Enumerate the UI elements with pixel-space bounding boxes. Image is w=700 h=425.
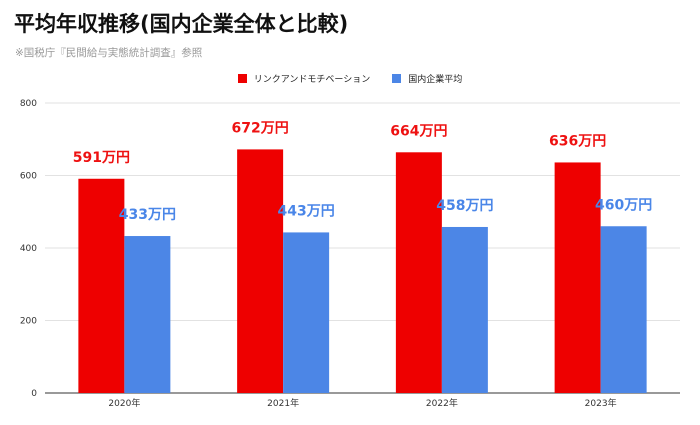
bar-series-2 bbox=[600, 226, 647, 393]
legend-swatch-series-1 bbox=[237, 74, 247, 83]
legend-item-series-2: 国内企業平均 bbox=[392, 72, 462, 85]
y-tick-label: 0 bbox=[31, 389, 37, 399]
data-label-series-2: 460万円 bbox=[595, 197, 652, 213]
y-tick-label: 800 bbox=[20, 99, 37, 109]
bar-series-2 bbox=[124, 236, 171, 393]
data-label-series-2: 443万円 bbox=[278, 203, 335, 219]
legend-label-series-2: 国内企業平均 bbox=[408, 75, 463, 85]
legend-label-series-1: リンクアンドモチベーション bbox=[253, 75, 371, 85]
y-tick-label: 200 bbox=[20, 317, 37, 327]
x-tick-label: 2022年 bbox=[426, 397, 458, 409]
chart-title: 平均年収推移(国内企業全体と比較) bbox=[14, 12, 349, 36]
bar-series-1 bbox=[554, 162, 601, 393]
bar-series-2 bbox=[441, 226, 488, 393]
legend-item-series-1: リンクアンドモチベーション bbox=[237, 72, 371, 85]
bar-series-2 bbox=[283, 232, 330, 393]
x-tick-label: 2021年 bbox=[267, 397, 299, 409]
data-label-series-2: 433万円 bbox=[119, 207, 176, 223]
bar-series-1 bbox=[395, 152, 442, 393]
bar-series-1 bbox=[78, 178, 125, 393]
x-tick-label: 2020年 bbox=[108, 397, 140, 409]
data-label-series-1: 664万円 bbox=[390, 123, 447, 139]
data-label-series-1: 591万円 bbox=[73, 150, 130, 166]
legend: リンクアンドモチベーション 国内企業平均 bbox=[0, 72, 700, 85]
chart-source-note: ※国税庁『民間給与実態統計調査』参照 bbox=[15, 47, 203, 59]
data-label-series-1: 636万円 bbox=[549, 133, 606, 149]
y-tick-label: 600 bbox=[20, 172, 37, 182]
bar-series-1 bbox=[237, 149, 284, 393]
data-label-series-1: 672万円 bbox=[232, 120, 289, 136]
data-label-series-2: 458万円 bbox=[436, 198, 493, 214]
legend-swatch-series-2 bbox=[392, 74, 402, 83]
y-tick-label: 400 bbox=[20, 244, 37, 254]
x-tick-label: 2023年 bbox=[585, 397, 617, 409]
